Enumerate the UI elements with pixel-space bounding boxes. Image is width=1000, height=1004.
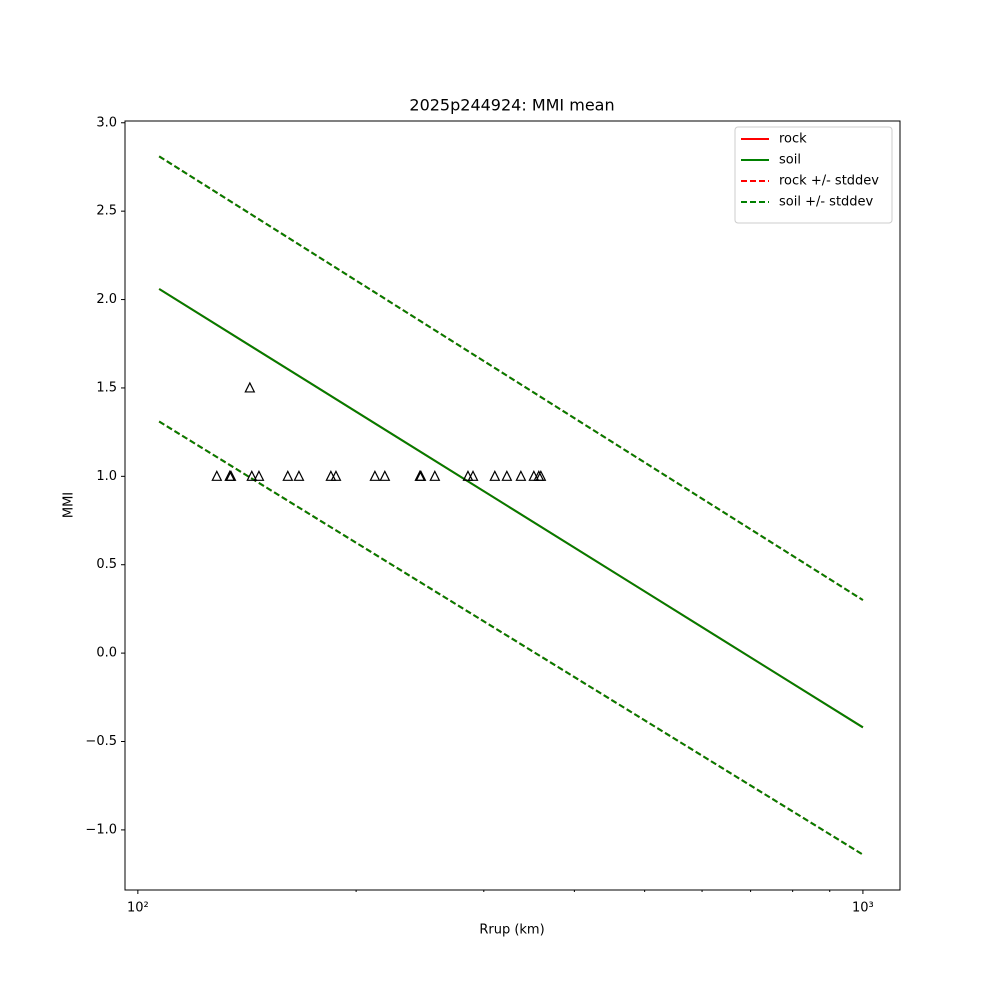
observation — [330, 469, 342, 481]
observation — [246, 469, 258, 481]
chart-title: 2025p244924: MMI mean — [409, 96, 614, 115]
y-tick-label: 3.0 — [96, 115, 117, 130]
observation — [535, 469, 547, 481]
x-tick-label: 10² — [127, 901, 149, 916]
y-tick-label: 1.0 — [96, 469, 117, 484]
observation — [515, 469, 527, 481]
observation — [253, 469, 265, 481]
series-line — [158, 155, 864, 601]
legend-label: soil +/- stddev — [779, 195, 874, 210]
plot-frame — [124, 120, 901, 891]
y-tick-label: 2.0 — [96, 292, 117, 307]
observation — [225, 469, 237, 481]
series-line — [158, 420, 864, 856]
x-axis-label: Rrup (km) — [479, 923, 544, 938]
observation — [369, 469, 381, 481]
observation — [282, 469, 294, 481]
legend-box — [734, 126, 893, 224]
observation — [211, 469, 223, 481]
y-tick-label: −0.5 — [85, 734, 117, 749]
observation — [244, 381, 256, 393]
legend-label: rock +/- stddev — [779, 174, 879, 189]
y-tick-label: 0.5 — [96, 557, 117, 572]
y-axis-label: MMI — [62, 492, 77, 518]
legend-label: soil — [779, 153, 801, 168]
observation — [293, 469, 305, 481]
observation — [429, 469, 441, 481]
x-tick-label: 10³ — [852, 901, 874, 916]
legend-label: rock — [779, 132, 807, 147]
observation — [379, 469, 391, 481]
series-line — [158, 288, 864, 729]
observation — [501, 469, 513, 481]
y-tick-label: 0.0 — [96, 646, 117, 661]
y-tick-label: 2.5 — [96, 204, 117, 219]
observation — [489, 469, 501, 481]
y-tick-label: −1.0 — [85, 822, 117, 837]
y-tick-label: 1.5 — [96, 380, 117, 395]
observation — [415, 469, 427, 481]
observation — [467, 469, 479, 481]
